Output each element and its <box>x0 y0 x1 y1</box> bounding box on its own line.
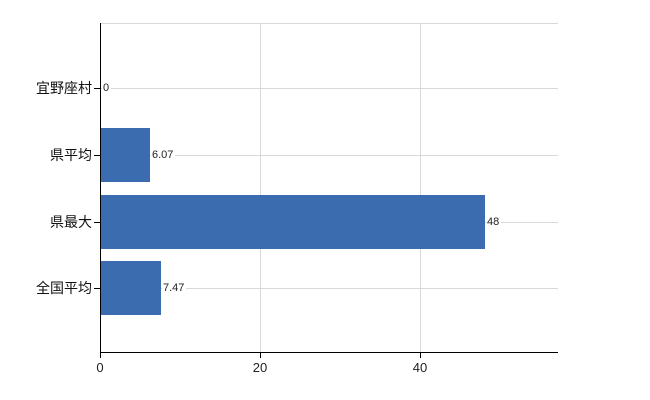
x-tick-label: 0 <box>96 360 104 375</box>
bar[interactable] <box>101 195 485 249</box>
category-label: 県平均 <box>50 147 92 163</box>
y-tick <box>94 288 100 289</box>
x-tick <box>420 352 421 358</box>
x-tick-label: 40 <box>412 360 428 375</box>
category-label: 県最大 <box>50 214 92 230</box>
category-gridline <box>100 88 558 89</box>
category-label: 宜野座村 <box>36 80 92 96</box>
x-gridline <box>260 23 261 352</box>
x-gridline <box>420 23 421 352</box>
value-label: 6.07 <box>151 148 176 162</box>
y-tick <box>94 88 100 89</box>
y-tick <box>94 155 100 156</box>
category-gridline <box>100 155 558 156</box>
plot-top-border <box>100 23 558 24</box>
x-tick-label: 20 <box>252 360 268 375</box>
bar[interactable] <box>101 261 161 315</box>
category-label: 全国平均 <box>36 280 92 296</box>
x-tick <box>260 352 261 358</box>
category-gridline <box>100 288 558 289</box>
value-label: 7.47 <box>162 281 187 295</box>
value-label: 48 <box>486 215 502 229</box>
x-tick <box>100 352 101 358</box>
y-tick <box>94 222 100 223</box>
bar[interactable] <box>101 128 150 182</box>
y-axis <box>100 23 101 353</box>
value-label: 0 <box>102 81 112 95</box>
x-axis <box>100 352 558 353</box>
